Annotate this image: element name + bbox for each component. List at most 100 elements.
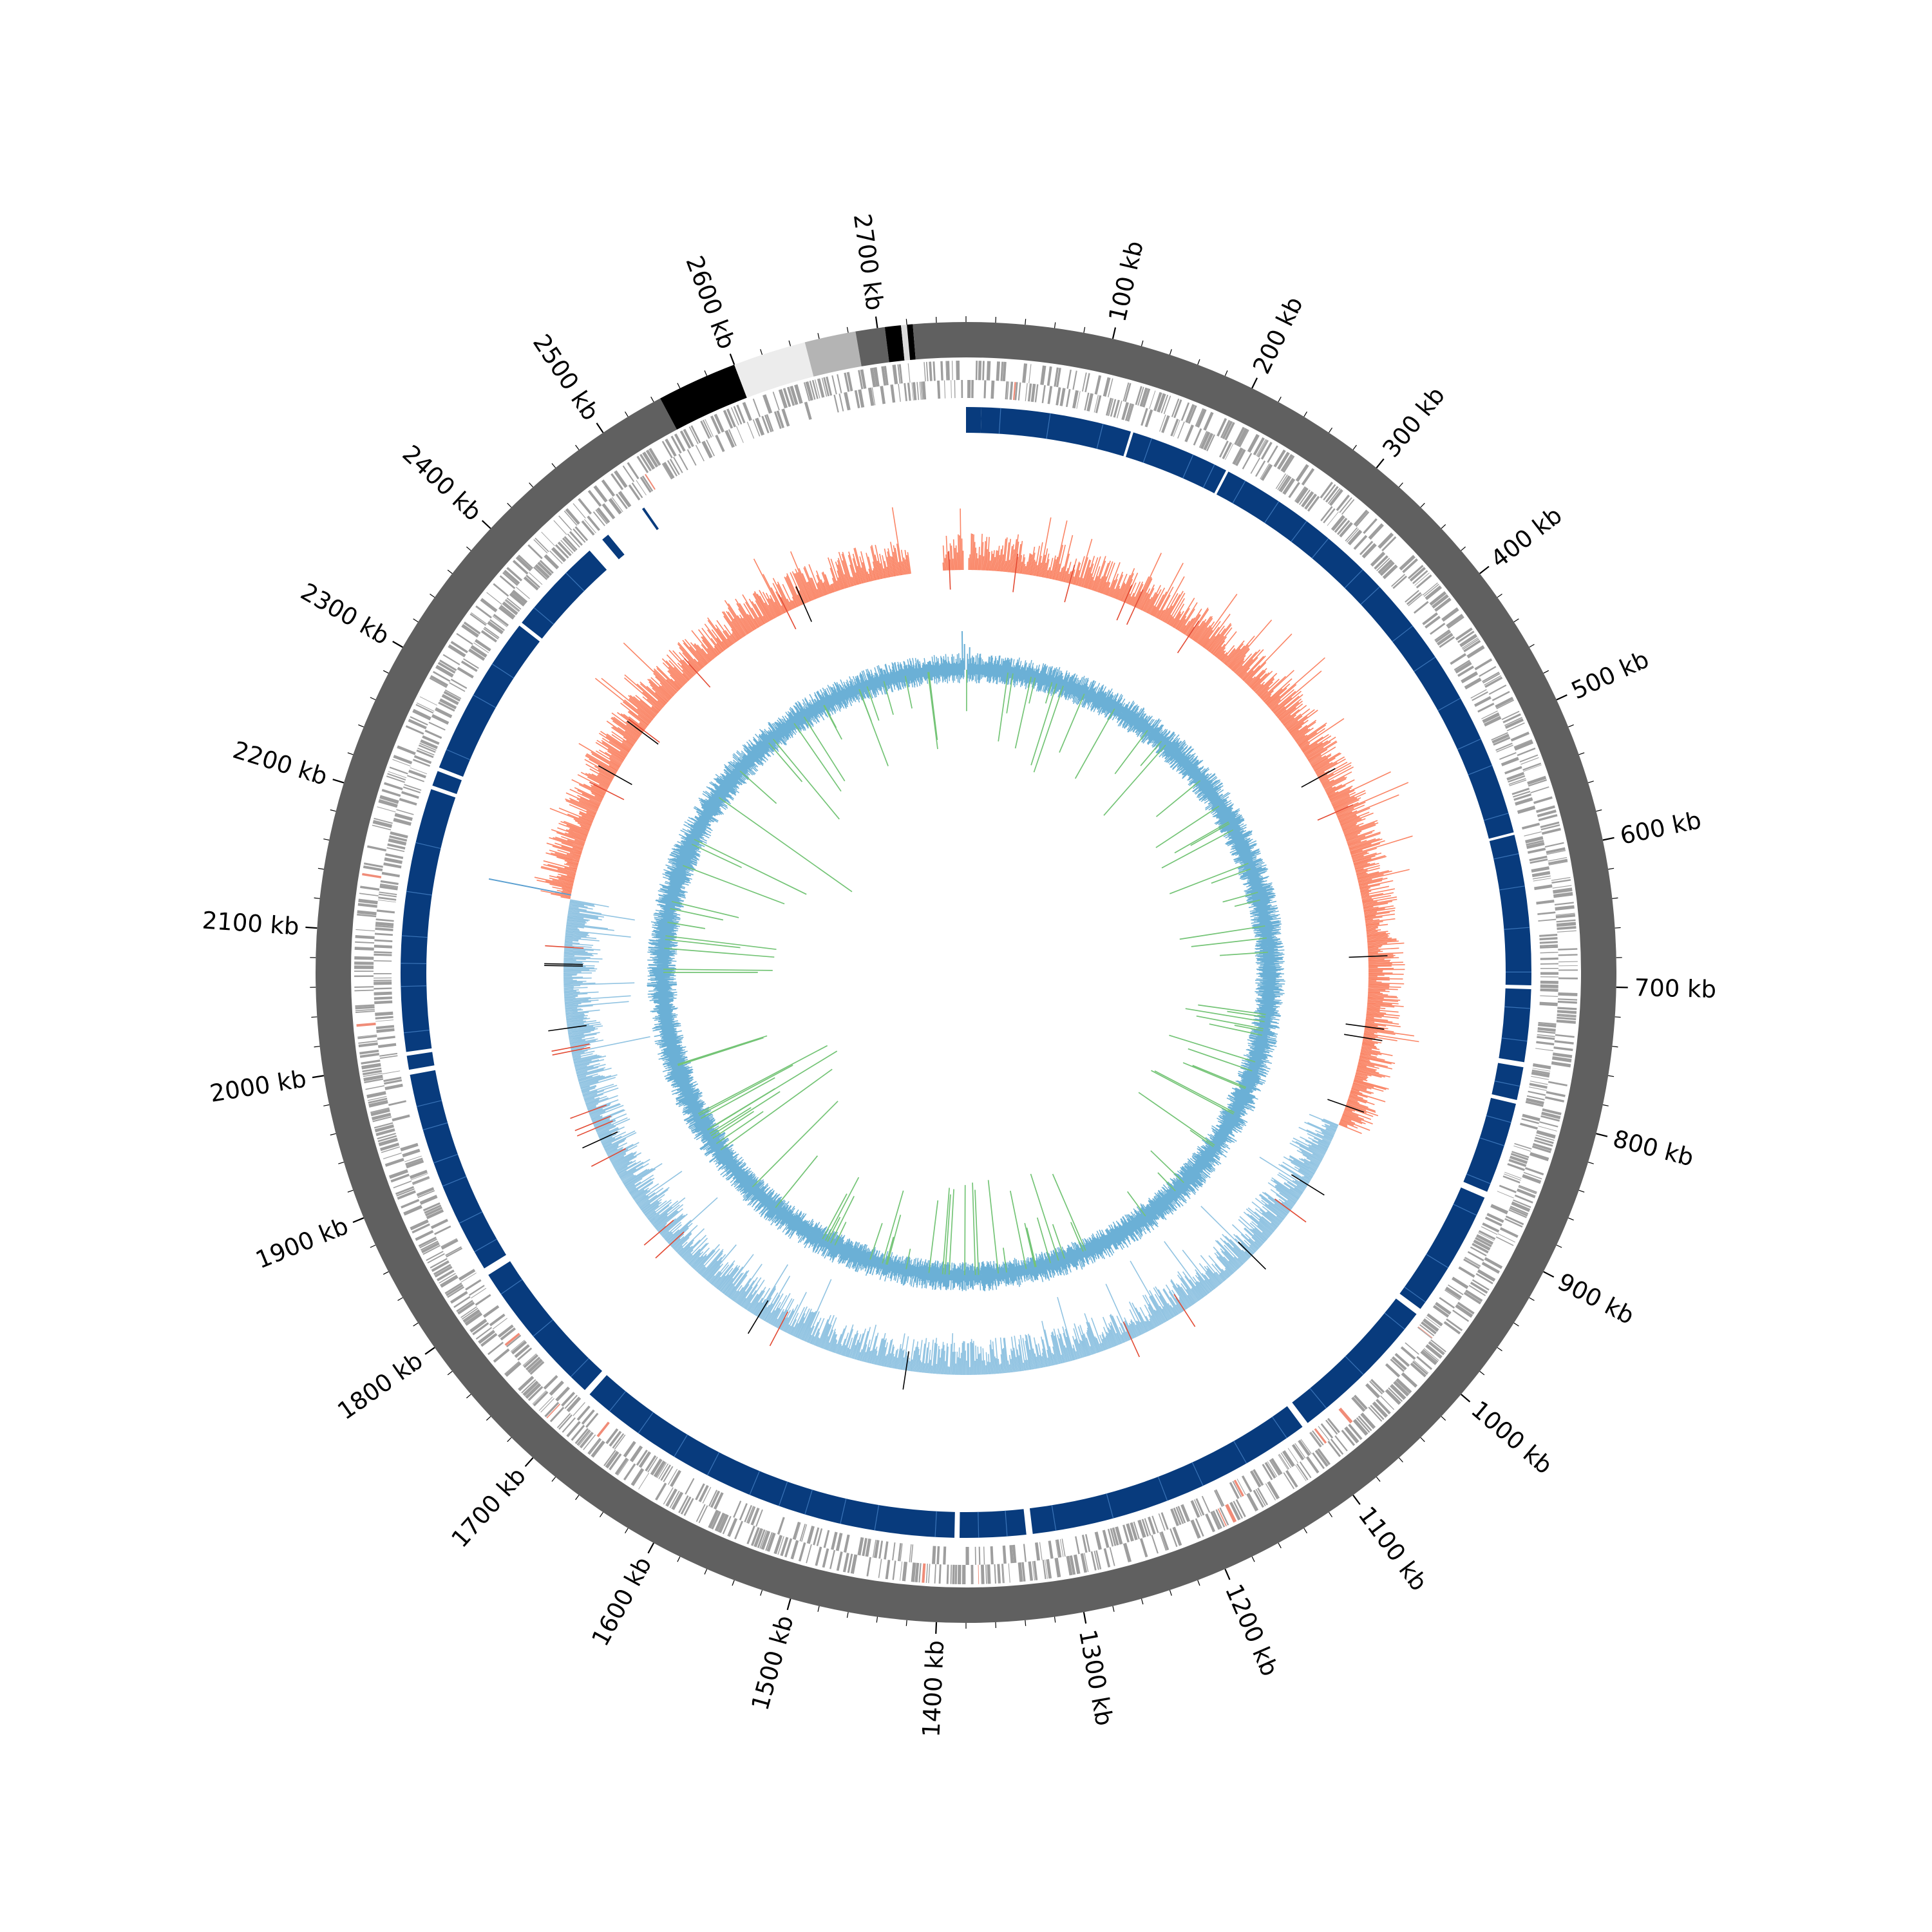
- gene-feature: [1558, 998, 1578, 1001]
- gene-feature: [685, 1478, 695, 1495]
- gene-feature: [1278, 475, 1291, 492]
- gene-feature: [374, 1124, 394, 1133]
- gene-feature: [1069, 1555, 1076, 1575]
- alignment-separator: [401, 985, 427, 987]
- gene-feature: [878, 1540, 884, 1559]
- gene-feature: [1505, 1215, 1524, 1226]
- gene-feature: [409, 1170, 428, 1179]
- gene-feature: [867, 387, 875, 406]
- gene-feature: [564, 510, 578, 526]
- gene-feature: [1538, 1021, 1557, 1025]
- gene-feature: [1372, 1401, 1388, 1418]
- gene-feature: [733, 1501, 742, 1518]
- gene-feature: [726, 408, 737, 428]
- gene-feature: [944, 380, 946, 399]
- gene-feature: [440, 1238, 459, 1250]
- gene-feature: [1009, 381, 1014, 400]
- gene-feature: [866, 1557, 871, 1577]
- gene-feature: [374, 933, 393, 936]
- gene-feature: [506, 1334, 522, 1348]
- gene-feature: [1094, 1531, 1102, 1550]
- gene-feature: [1464, 1257, 1481, 1267]
- gene-feature: [595, 509, 608, 525]
- tick-label: 2200 kb: [230, 736, 331, 791]
- gene-feature: [368, 1099, 388, 1108]
- gene-feature: [1412, 1361, 1428, 1375]
- gene-feature: [661, 440, 673, 459]
- gene-feature: [670, 435, 682, 454]
- gene-feature: [480, 630, 497, 643]
- gene-feature: [871, 387, 876, 406]
- gene-feature: [1046, 1558, 1052, 1579]
- gene-feature: [546, 1403, 561, 1419]
- alignment-separator: [1504, 1006, 1531, 1009]
- gene-feature: [580, 1432, 594, 1449]
- gene-feature: [1558, 992, 1578, 996]
- gene-feature: [854, 390, 860, 408]
- gene-feature: [596, 1421, 610, 1437]
- gene-feature: [1193, 1499, 1202, 1517]
- gene-feature: [426, 1251, 444, 1262]
- gene-feature: [1522, 1113, 1540, 1121]
- gene-feature: [1021, 1562, 1026, 1582]
- gene-feature: [1320, 506, 1333, 522]
- gene-feature: [892, 1560, 896, 1580]
- gene-feature: [1054, 367, 1059, 387]
- gene-feature: [420, 1240, 439, 1251]
- gene-feature: [1482, 712, 1500, 724]
- gene-feature: [510, 1340, 525, 1352]
- tick-label: 400 kb: [1486, 501, 1567, 573]
- gene-feature: [532, 1390, 547, 1405]
- gene-feature: [881, 366, 887, 386]
- gene-feature: [378, 893, 397, 898]
- alignment-separator: [1157, 1476, 1168, 1501]
- gene-feature: [1339, 497, 1352, 513]
- gene-feature: [383, 1152, 402, 1160]
- gene-feature: [1353, 509, 1368, 526]
- gene-feature: [1034, 384, 1039, 402]
- gene-feature: [492, 616, 507, 627]
- gc-outlier-mark: [570, 1104, 607, 1119]
- minor-tick: [507, 502, 512, 508]
- gene-feature: [511, 1340, 527, 1355]
- gene-feature: [1495, 697, 1514, 708]
- gene-feature: [527, 1358, 543, 1374]
- gene-feature: [427, 1253, 445, 1264]
- gene-feature: [724, 430, 735, 448]
- minor-tick: [370, 1244, 376, 1248]
- gene-feature: [1177, 1506, 1186, 1524]
- major-tick: [875, 316, 878, 328]
- gc-outlier-mark: [1012, 553, 1019, 592]
- gene-feature: [489, 1313, 506, 1327]
- gene-feature: [1557, 1010, 1577, 1014]
- alignment-separator: [934, 1511, 937, 1537]
- gene-feature: [794, 384, 803, 404]
- gene-feature: [487, 621, 504, 634]
- gene-feature: [517, 1347, 533, 1361]
- alignment-separator: [609, 1390, 627, 1412]
- gene-feature: [359, 1052, 380, 1058]
- gene-feature: [695, 1483, 705, 1501]
- alignment-block: [406, 1052, 435, 1070]
- gene-feature: [1059, 388, 1066, 406]
- gene-feature: [1298, 489, 1311, 506]
- gene-feature: [1137, 386, 1144, 406]
- minor-tick: [338, 1161, 345, 1164]
- gene-feature: [504, 1332, 520, 1347]
- gene-feature: [746, 1506, 754, 1524]
- minor-tick: [1529, 643, 1535, 648]
- major-tick: [352, 1217, 365, 1224]
- gene-feature: [1309, 1432, 1321, 1448]
- gene-feature: [381, 789, 401, 797]
- gene-feature: [934, 1564, 936, 1584]
- gene-feature: [860, 369, 867, 389]
- gene-feature: [1513, 790, 1531, 798]
- gene-feature: [1428, 1341, 1444, 1356]
- gene-feature: [1478, 1232, 1495, 1242]
- gene-feature: [663, 1487, 674, 1505]
- minor-tick: [905, 1620, 907, 1626]
- gene-feature: [1557, 1000, 1577, 1004]
- gene-feature: [670, 1470, 681, 1488]
- minor-tick: [330, 1133, 336, 1136]
- gene-feature: [462, 1309, 480, 1323]
